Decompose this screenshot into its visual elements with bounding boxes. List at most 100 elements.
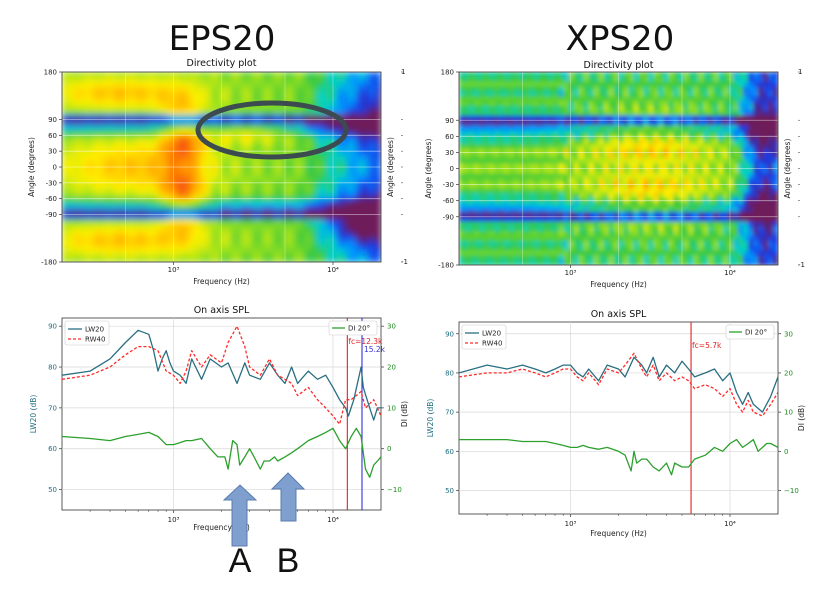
heatmap-cell (708, 139, 714, 145)
heatmap-cell (463, 231, 470, 237)
heatmap-cell (488, 226, 495, 232)
heatmap-cell (316, 214, 322, 220)
heatmap-cell (371, 190, 377, 197)
heatmap-cell (241, 205, 248, 211)
heatmap-cell (216, 157, 223, 163)
heatmap-cell (71, 110, 78, 116)
heatmap-cell (578, 86, 585, 92)
heatmap-cell (96, 100, 103, 106)
heatmap-cell (71, 224, 78, 230)
heatmap-cell (673, 96, 679, 102)
heatmap-cell (276, 91, 282, 97)
heatmap-cell (488, 120, 495, 126)
heatmap-cell (493, 144, 500, 150)
heatmap-cell (316, 91, 322, 97)
heatmap-cell (131, 190, 138, 197)
heatmap-cell (111, 228, 118, 235)
heatmap-cell (753, 149, 759, 155)
heatmap-cell (261, 110, 267, 116)
heatmap-cell (493, 231, 500, 237)
heatmap-cell (608, 139, 615, 145)
heatmap-cell (186, 190, 193, 197)
heatmap-cell (488, 231, 495, 237)
heatmap-cell (311, 72, 317, 78)
heatmap-cell (256, 195, 262, 201)
heatmap-cell (316, 167, 322, 173)
heatmap-cell (326, 157, 332, 163)
heatmap-cell (713, 96, 719, 102)
heatmap-cell (683, 91, 689, 97)
heatmap-cell (366, 205, 372, 211)
heatmap-cell (743, 154, 749, 160)
heatmap-cell (698, 250, 704, 256)
heatmap-cell (296, 148, 302, 154)
heatmap-cell (468, 100, 475, 107)
heatmap-cell (558, 139, 565, 145)
heatmap-cell (508, 260, 515, 265)
heatmap-cell (101, 214, 108, 220)
heatmap-cell (548, 129, 555, 136)
heatmap-cell (211, 86, 218, 92)
heatmap-cell (668, 129, 674, 136)
heatmap-cell (643, 72, 649, 78)
heatmap-cell (688, 86, 694, 92)
heatmap-cell (86, 209, 93, 216)
heatmap-cell (578, 134, 585, 141)
heatmap-cell (723, 168, 729, 174)
heatmap-cell (713, 182, 719, 189)
heatmap-cell (366, 100, 372, 106)
heatmap-cell (266, 200, 272, 206)
heatmap-cell (568, 202, 575, 208)
heatmap-cell (483, 163, 490, 170)
heatmap-cell (728, 72, 734, 78)
heatmap-cell (713, 187, 719, 194)
heatmap-cell (563, 236, 570, 242)
heatmap-cell (673, 226, 679, 232)
heatmap-cell (598, 158, 605, 165)
heatmap-cell (723, 139, 729, 145)
heatmap-cell (96, 76, 103, 83)
heatmap-cell (678, 197, 684, 203)
heatmap-cell (206, 133, 213, 140)
heatmap-cell (76, 209, 83, 216)
heatmap-cell (603, 260, 610, 265)
heatmap-cell (578, 216, 585, 223)
heatmap-cell (341, 233, 347, 239)
heatmap-cell (81, 162, 88, 168)
heatmap-cell (538, 76, 545, 83)
heatmap-cell (176, 138, 183, 144)
heatmap-cell (548, 240, 555, 247)
heatmap-cell (698, 197, 704, 203)
heatmap-cell (713, 240, 719, 247)
heatmap-cell (668, 250, 674, 256)
heatmap-cell (598, 91, 605, 97)
heatmap-cell (523, 240, 530, 247)
heatmap-cell (588, 231, 595, 237)
heatmap-cell (603, 72, 610, 78)
heatmap-cell (643, 168, 649, 174)
heatmap-cell (266, 224, 272, 230)
heatmap-cell (326, 219, 332, 225)
heatmap-cell (683, 149, 689, 155)
heatmap-cell (703, 216, 709, 223)
heatmap-cell (196, 76, 203, 83)
heatmap-cell (713, 158, 719, 165)
heatmap-cell (336, 200, 342, 206)
heatmap-cell (321, 124, 327, 130)
heatmap-cell (478, 76, 485, 83)
heatmap-cell (211, 162, 218, 168)
heatmap-cell (513, 125, 520, 131)
heatmap-cell (533, 207, 540, 213)
heatmap-cell (191, 219, 198, 225)
heatmap-cell (116, 133, 123, 140)
heatmap-cell (166, 233, 173, 239)
heatmap-cell (528, 154, 535, 160)
heatmap-cell (66, 81, 73, 87)
heatmap-cell (488, 236, 495, 242)
heatmap-cell (563, 154, 570, 160)
heatmap-cell (96, 129, 103, 135)
heatmap-cell (141, 200, 148, 206)
heatmap-cell (733, 221, 739, 227)
heatmap-cell (623, 192, 630, 199)
heatmap-cell (703, 168, 709, 174)
